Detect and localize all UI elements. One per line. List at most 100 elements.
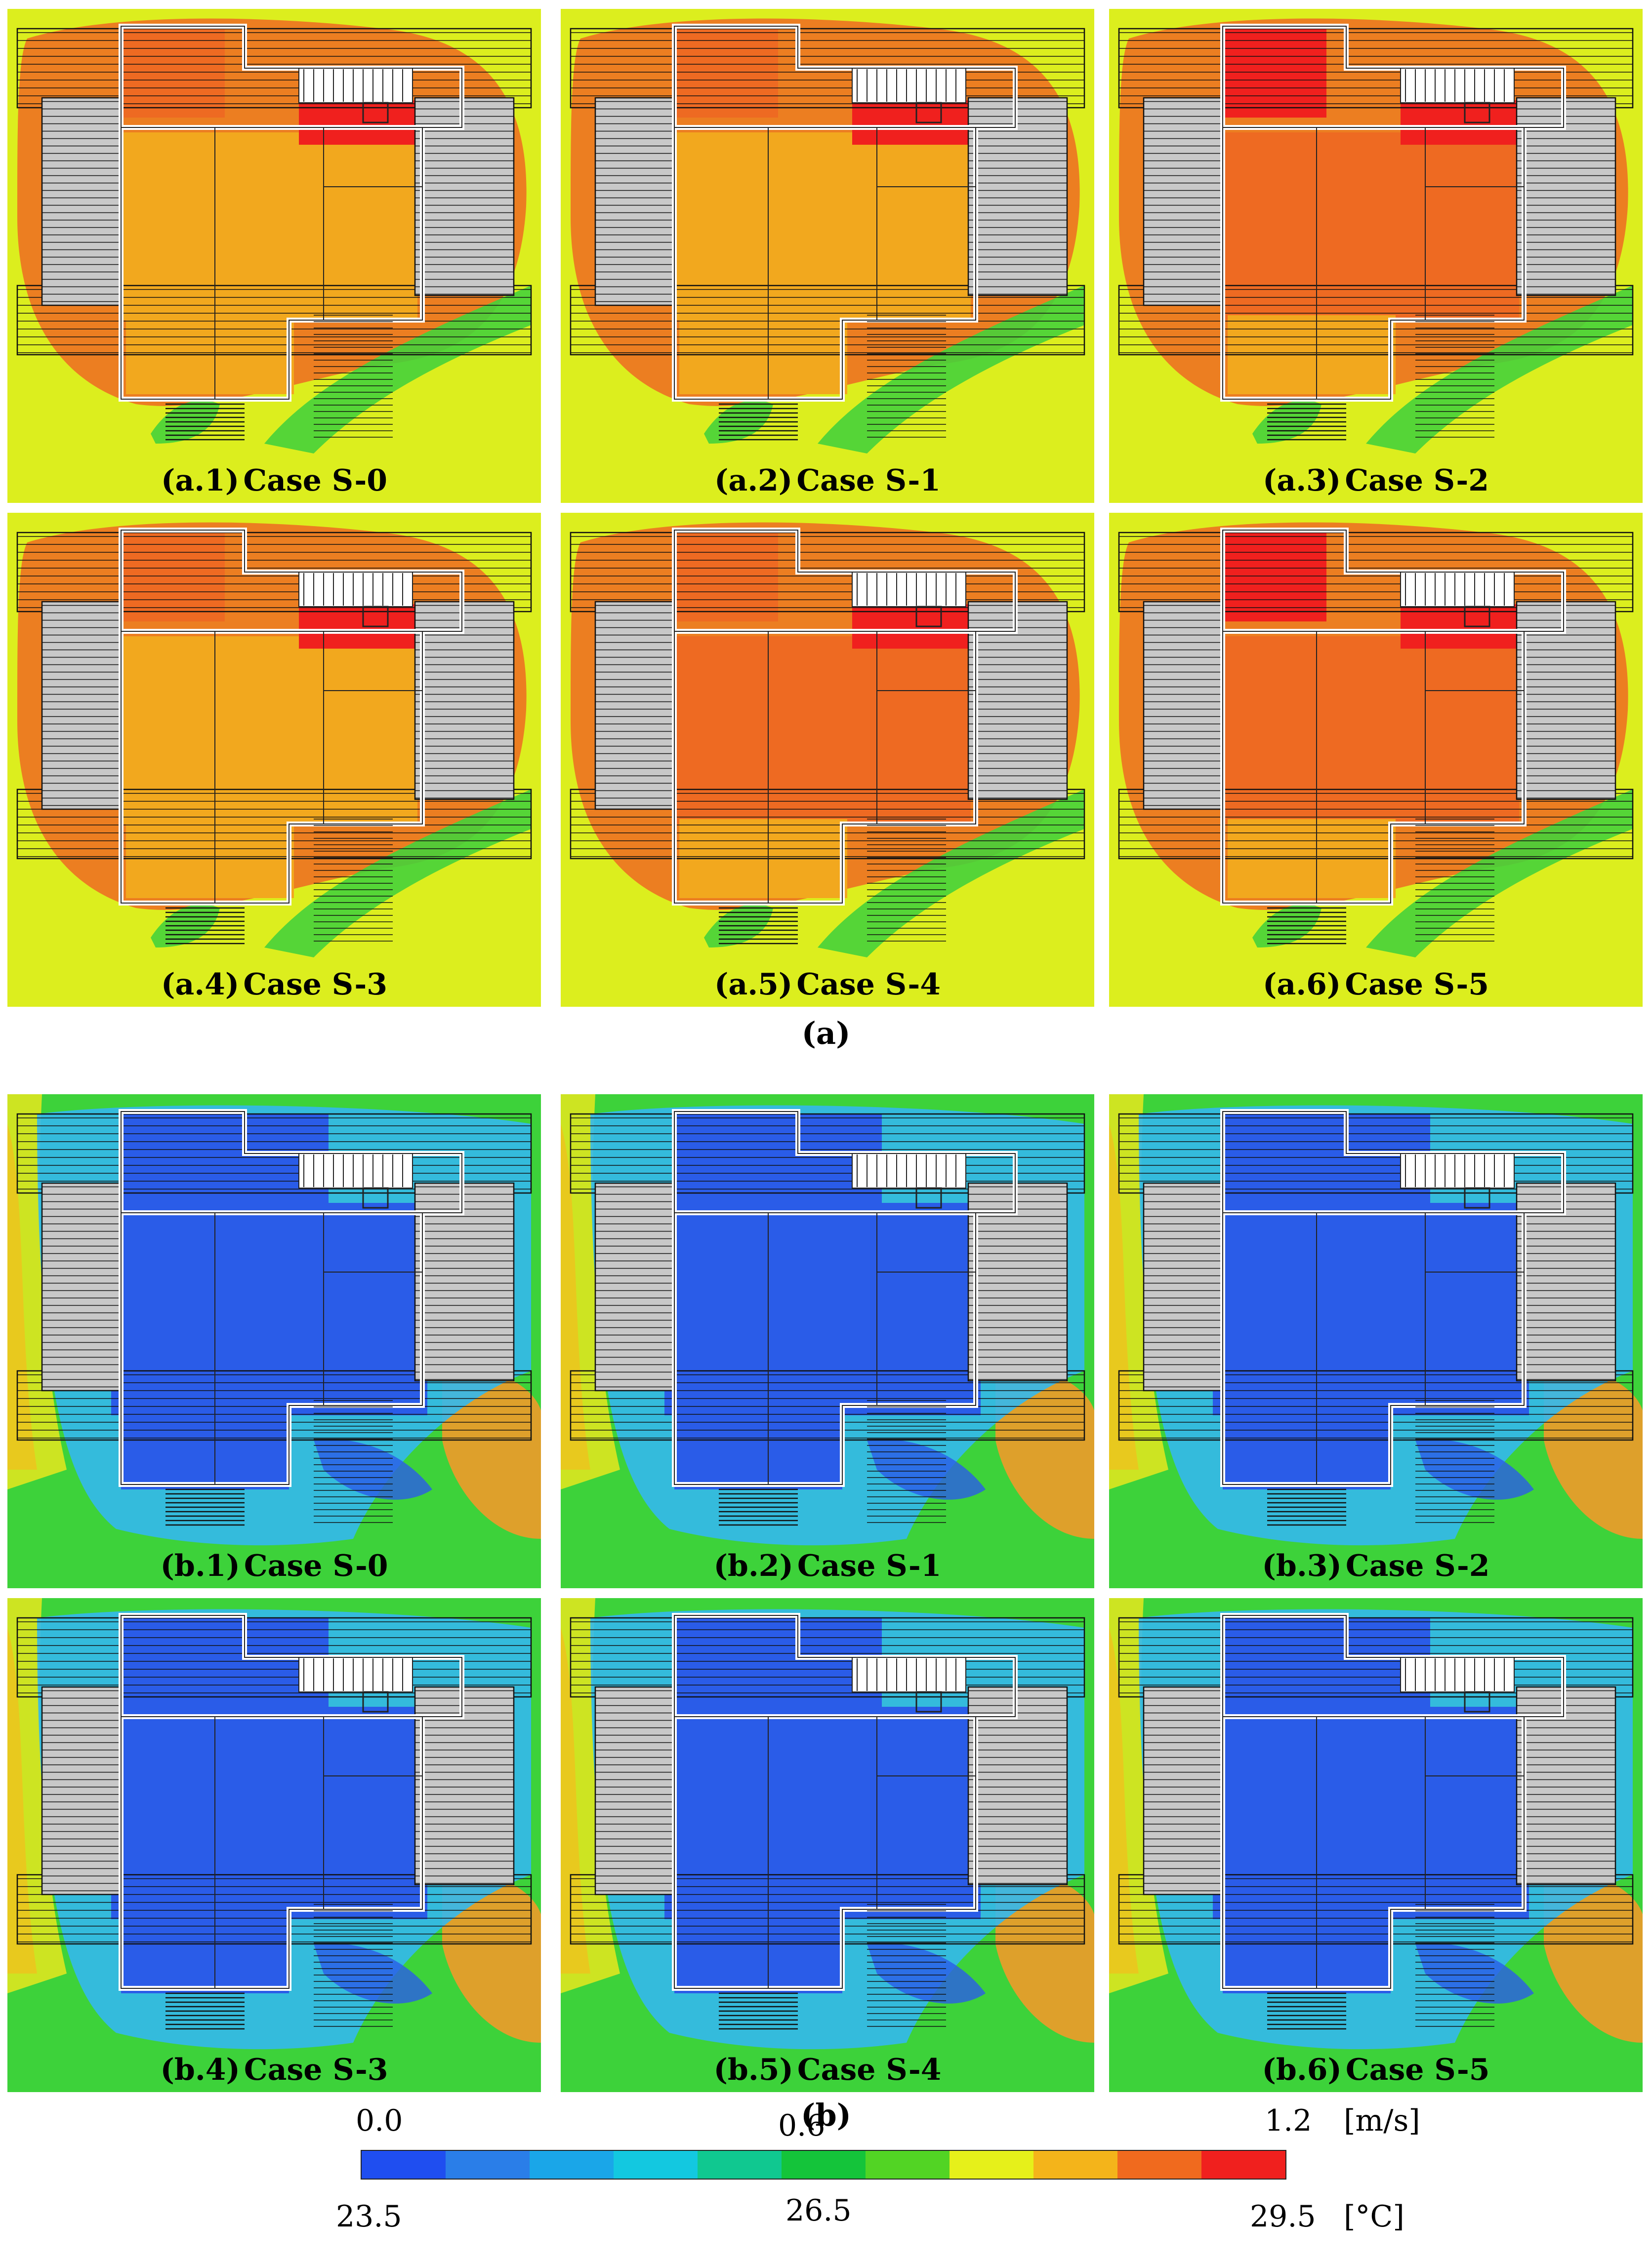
panel-code: (a.5) xyxy=(714,967,793,1002)
left-wing-hatch xyxy=(41,1182,122,1392)
small-box xyxy=(1464,102,1490,124)
inner-walls xyxy=(768,1717,976,1988)
room-interior xyxy=(111,1707,427,1919)
stair-block xyxy=(298,68,413,103)
group-a-label: (a) xyxy=(801,1015,851,1051)
colorbar-segment-5 xyxy=(698,2151,782,2179)
wake-blue xyxy=(314,1439,432,1500)
panel-plot xyxy=(1109,513,1643,1007)
right-wing xyxy=(415,98,514,295)
panel-caption: (b.6) Case S-5 xyxy=(1109,2053,1643,2087)
left-wing-hatch xyxy=(41,97,122,306)
temperature-tick-mid: 26.5 xyxy=(785,2193,852,2228)
top-room xyxy=(674,1618,882,1712)
outer-orange xyxy=(442,1368,541,1539)
colorbar xyxy=(361,2150,1286,2180)
panel-case: Case S-5 xyxy=(1345,967,1489,1002)
panel-caption: (a.6) Case S-5 xyxy=(1109,967,1643,1002)
temperature-tick-max: 29.5 xyxy=(1250,2199,1316,2234)
right-wing xyxy=(415,1687,514,1885)
room-lower xyxy=(121,1410,289,1489)
colorbar-segment-1 xyxy=(362,2151,446,2179)
panel-plot xyxy=(7,513,541,1007)
lower-pads xyxy=(165,315,393,441)
right-wing xyxy=(1517,602,1615,799)
inner-walls xyxy=(214,631,422,903)
panel-case: Case S-3 xyxy=(243,967,387,1002)
velocity-tick-min: 0.0 xyxy=(356,2103,403,2138)
panel-plot xyxy=(1109,9,1643,503)
room-interior xyxy=(664,1707,981,1919)
velocity-tick-max: 1.2 xyxy=(1265,2103,1312,2138)
right-wing xyxy=(968,1687,1067,1885)
top-room xyxy=(1223,533,1326,621)
slab-hatch-top xyxy=(16,1617,532,1698)
slab-hatch-top xyxy=(16,1113,532,1194)
top-room xyxy=(1223,1114,1430,1208)
panel-code: (b.5) xyxy=(713,2053,793,2087)
top-room xyxy=(1223,1618,1430,1712)
panel-code: (b.6) xyxy=(1262,2053,1342,2087)
inner-walls xyxy=(1316,127,1524,399)
panel-a-2: (a.2) Case S-1 xyxy=(561,9,1094,503)
panel-plot xyxy=(7,9,541,503)
outer-orange xyxy=(442,1872,541,2043)
panel-caption: (a.2) Case S-1 xyxy=(561,463,1094,498)
left-wing xyxy=(595,602,674,809)
building-outline-edge xyxy=(121,1615,462,1989)
right-wing xyxy=(415,1183,514,1381)
building-outline-edge xyxy=(121,26,462,400)
right-wing xyxy=(968,1183,1067,1381)
velocity-tick-mid: 0.6 xyxy=(778,2108,826,2143)
room-lower xyxy=(121,1914,289,1993)
slab-hatch-top xyxy=(1118,1113,1634,1194)
inner-walls xyxy=(1316,1717,1524,1988)
temperature-tick-min: 23.5 xyxy=(336,2199,402,2234)
outer-orange xyxy=(995,1872,1094,2043)
lower-pads xyxy=(165,819,393,945)
room-interior xyxy=(1223,132,1519,320)
wake-blue xyxy=(1415,1439,1534,1500)
panel-case: Case S-4 xyxy=(796,967,941,1002)
panel-caption: (a.3) Case S-2 xyxy=(1109,463,1643,498)
small-box xyxy=(915,606,942,627)
room-interior xyxy=(111,1203,427,1415)
right-wing xyxy=(1517,98,1615,295)
left-wing xyxy=(1144,98,1223,305)
panel-a-3: (a.3) Case S-2 xyxy=(1109,9,1643,503)
building-outline-edge xyxy=(1222,1111,1564,1485)
wake-blue xyxy=(867,1439,986,1500)
left-wing xyxy=(1144,1687,1223,1894)
left-wing xyxy=(42,1687,121,1894)
panel-b-2: (b.2) Case S-1 xyxy=(561,1094,1094,1588)
panel-b-5: (b.5) Case S-4 xyxy=(561,1598,1094,2092)
stair-block xyxy=(1400,1153,1515,1189)
top-room xyxy=(674,29,778,118)
panel-caption: (a.1) Case S-0 xyxy=(7,463,541,498)
left-wing xyxy=(595,98,674,305)
right-wing xyxy=(968,602,1067,799)
lower-pads xyxy=(165,1400,393,1526)
panel-plot xyxy=(7,1094,541,1588)
left-wing-hatch xyxy=(41,601,122,810)
stair-block xyxy=(852,1153,966,1189)
left-wing-hatch xyxy=(1143,1686,1224,1895)
panel-a-1: (a.1) Case S-0 xyxy=(7,9,541,503)
group-b-label: (b) xyxy=(800,2097,852,2133)
small-box xyxy=(915,1691,942,1713)
right-wing xyxy=(1517,1687,1615,1885)
wake-blue xyxy=(1415,1943,1534,2004)
left-wing xyxy=(1144,1183,1223,1391)
panel-plot xyxy=(7,1598,541,2092)
building-outline-edge xyxy=(1222,26,1564,400)
panel-case: Case S-0 xyxy=(243,463,387,498)
panel-caption: (b.2) Case S-1 xyxy=(561,1549,1094,1583)
colorbar-segment-9 xyxy=(1033,2151,1117,2179)
small-box xyxy=(362,1691,389,1713)
wake-blue xyxy=(867,1943,986,2004)
panel-plot xyxy=(1109,1598,1643,2092)
right-wing xyxy=(1517,1183,1615,1381)
stair-block xyxy=(298,572,413,607)
panel-case: Case S-2 xyxy=(1345,463,1489,498)
outer-orange xyxy=(1544,1872,1643,2043)
